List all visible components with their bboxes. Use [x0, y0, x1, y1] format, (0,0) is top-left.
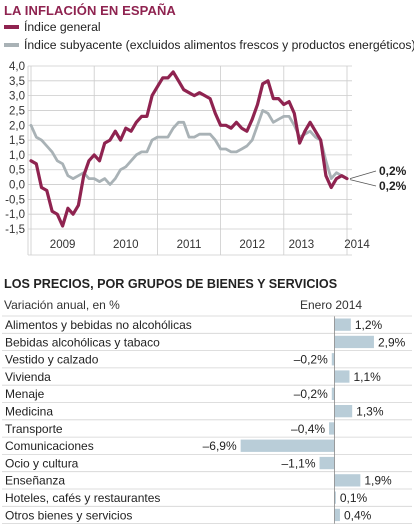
value-label: 1,3% — [356, 405, 384, 419]
bar — [331, 387, 335, 400]
category-label: Hoteles, cafés y restaurantes — [5, 491, 160, 505]
end-label-general: 0,2% — [379, 164, 407, 178]
period-label: Enero 2014 — [300, 298, 363, 312]
x-tick-label: 2011 — [177, 239, 202, 251]
y-tick-label: 1,5 — [9, 135, 25, 147]
price-groups-bar-chart: Alimentos y bebidas no alcohólicas 1,2% Be… — [2, 315, 412, 525]
category-label: Comunicaciones — [5, 439, 94, 453]
y-tick-label: 2,0 — [9, 120, 25, 132]
series-line-general — [29, 70, 349, 228]
bar — [334, 335, 374, 349]
bar — [329, 422, 335, 435]
y-tick-label: 2,5 — [9, 105, 25, 117]
chart-title: LA INFLACIÓN EN ESPAÑA — [4, 3, 176, 18]
y-tick-label: 3,5 — [9, 76, 25, 88]
y-tick-label: 4,0 — [9, 61, 25, 73]
x-tick-label: 2013 — [289, 239, 315, 251]
section-subtitle: Variación anual, en % — [4, 298, 120, 312]
category-label: Otros bienes y servicios — [5, 508, 132, 522]
category-label: Bebidas alcohólicas y tabaco — [5, 335, 160, 349]
value-label: –0,4% — [291, 422, 325, 436]
end-label-leader-subyacente — [349, 179, 377, 187]
bar — [331, 353, 335, 366]
legend-swatch-general — [4, 24, 19, 29]
value-label: 1,1% — [353, 370, 381, 384]
x-tick-label: 2009 — [50, 239, 76, 251]
bar — [334, 474, 361, 487]
value-label: –6,9% — [203, 439, 237, 453]
value-label: –1,1% — [282, 456, 316, 470]
legend-swatch-subyacente — [4, 42, 19, 47]
bar — [240, 439, 335, 452]
x-tick-label: 2014 — [344, 239, 370, 251]
y-tick-label: -1,0 — [5, 209, 25, 221]
y-tick-label: 1,0 — [9, 150, 25, 162]
y-tick-label: -1,5 — [5, 224, 25, 236]
bar — [319, 456, 335, 470]
x-tick-label: 2010 — [113, 239, 139, 251]
category-label: Transporte — [5, 422, 63, 436]
value-label: –0,2% — [294, 353, 328, 367]
y-tick-label: 0,0 — [9, 180, 25, 192]
legend-subyacente: Índice subyacente (excluidos alimentos f… — [4, 38, 414, 52]
category-label: Alimentos y bebidas no alcohólicas — [5, 318, 192, 332]
category-label: Vivienda — [5, 370, 51, 384]
bar — [334, 491, 336, 504]
category-label: Menaje — [5, 387, 45, 401]
bar — [334, 508, 340, 522]
inflation-line-chart: 4,0 3,5 3,0 2,5 2,0 1,5 1,0 0,5 0,0 -0,5 -1,0 -1,5 2… — [5, 61, 407, 256]
section-title: LOS PRECIOS, POR GRUPOS DE BIENES Y SERV… — [4, 277, 338, 291]
end-label-subyacente: 0,2% — [379, 179, 407, 193]
value-label: 0,1% — [340, 491, 368, 505]
series-line-subyacente — [29, 109, 349, 186]
category-label: Enseñanza — [5, 474, 65, 488]
legend-general-label: Índice general — [24, 20, 101, 34]
category-label: Vestido y calzado — [5, 353, 99, 367]
legend-general: Índice general — [4, 20, 101, 34]
x-tick-label: 2012 — [239, 239, 265, 251]
value-label: –0,2% — [294, 387, 328, 401]
end-label-leader-general — [349, 170, 377, 180]
y-tick-label: -0,5 — [5, 194, 25, 206]
bar — [334, 405, 353, 418]
value-label: 1,9% — [364, 474, 392, 488]
category-label: Ocio y cultura — [5, 456, 79, 470]
legend-subyacente-label: Índice subyacente (excluidos alimentos f… — [24, 38, 414, 52]
value-label: 0,4% — [344, 508, 372, 522]
y-tick-label: 0,5 — [9, 165, 25, 177]
value-label: 1,2% — [355, 318, 383, 332]
bar — [334, 370, 350, 383]
bar — [334, 318, 351, 331]
category-label: Medicina — [5, 405, 53, 419]
value-label: 2,9% — [378, 335, 406, 349]
y-tick-label: 3,0 — [9, 91, 25, 103]
